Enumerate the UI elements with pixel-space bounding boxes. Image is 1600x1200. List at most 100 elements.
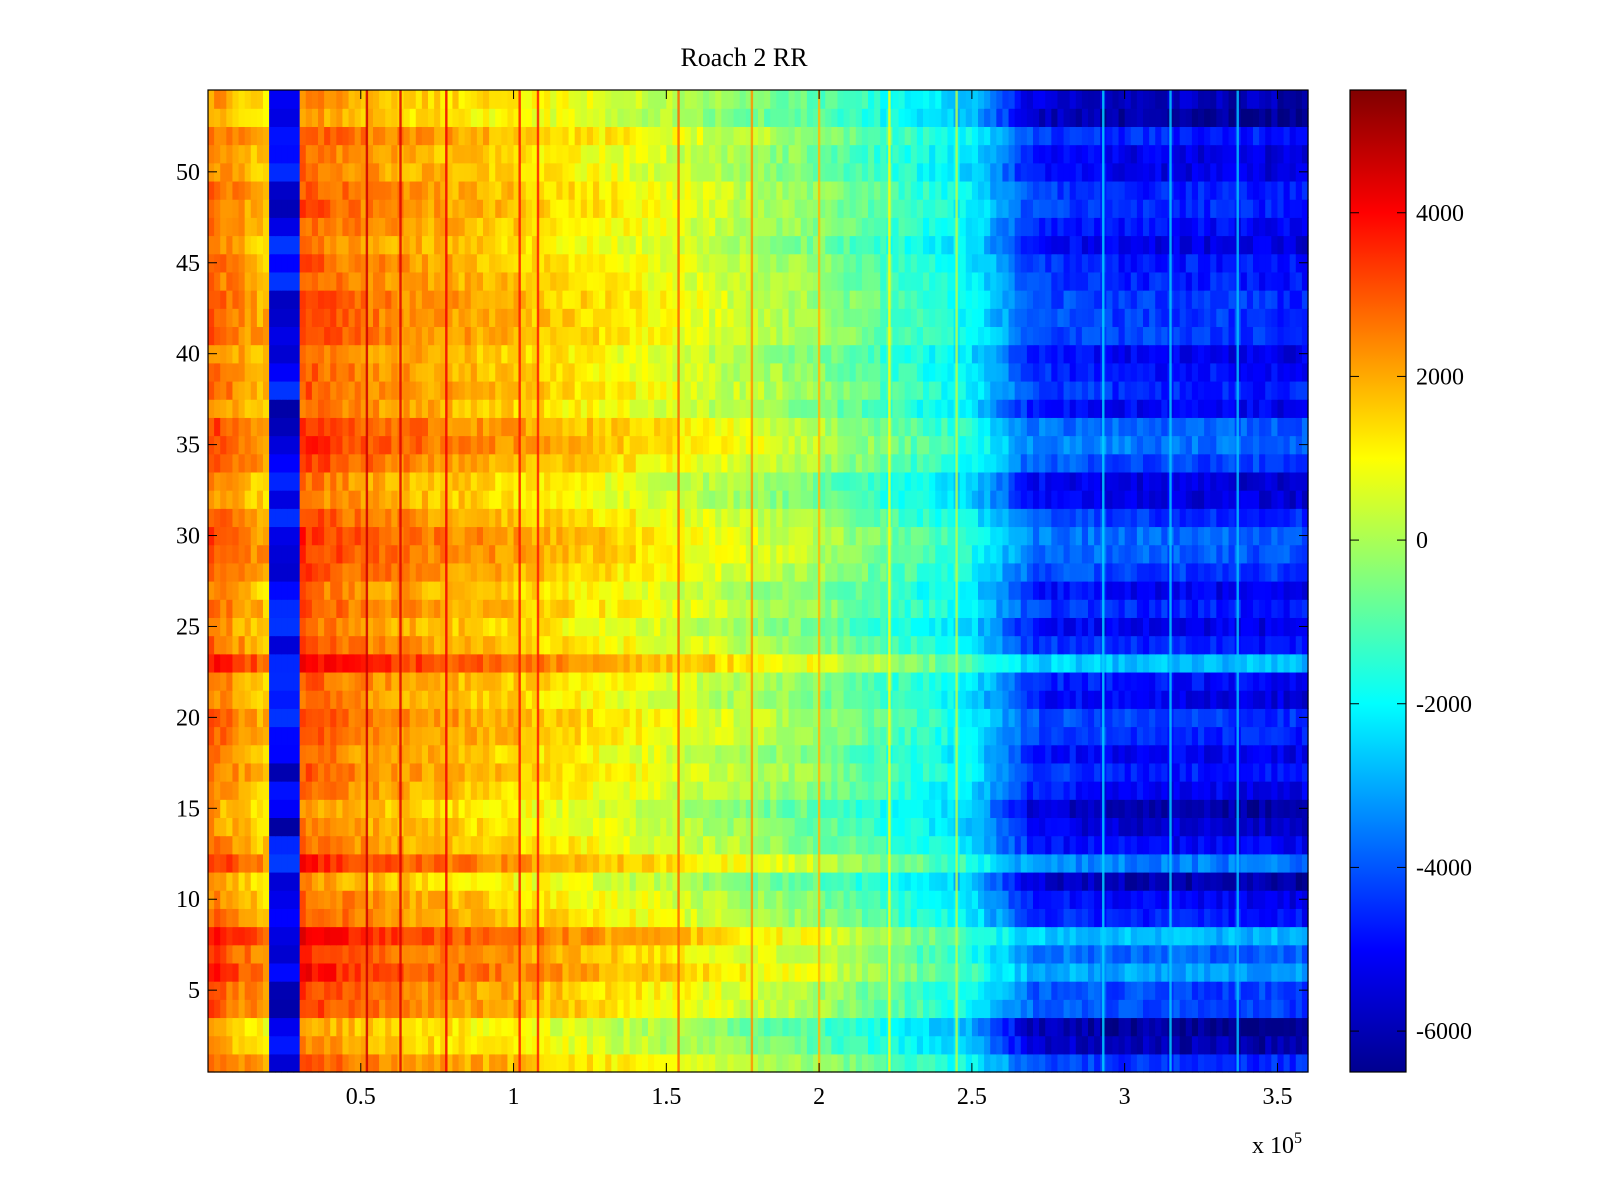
heatmap-cell bbox=[354, 599, 362, 618]
heatmap-cell bbox=[745, 981, 753, 1000]
heatmap-cell bbox=[813, 726, 820, 746]
heatmap-cell bbox=[849, 635, 857, 655]
heatmap-cell bbox=[703, 708, 710, 728]
heatmap-cell bbox=[281, 944, 289, 964]
heatmap-cell bbox=[684, 926, 692, 946]
heatmap-cell bbox=[360, 853, 368, 873]
heatmap-cell bbox=[800, 908, 808, 928]
heatmap-cell bbox=[1002, 562, 1010, 582]
heatmap-cell bbox=[1259, 981, 1266, 1000]
heatmap-cell bbox=[996, 890, 1004, 909]
heatmap-cell bbox=[923, 762, 930, 782]
heatmap-cell bbox=[385, 1035, 392, 1055]
heatmap-cell bbox=[843, 871, 851, 891]
heatmap-cell bbox=[1295, 944, 1303, 964]
heatmap-cell bbox=[1112, 581, 1120, 600]
heatmap-cell bbox=[1051, 653, 1059, 673]
heatmap-cell bbox=[1253, 890, 1260, 909]
heatmap-cell bbox=[360, 835, 368, 855]
heatmap-cell bbox=[385, 799, 392, 819]
heatmap-cell bbox=[635, 599, 643, 618]
heatmap-cell bbox=[287, 871, 295, 891]
heatmap-cell bbox=[440, 1035, 447, 1055]
heatmap-cell bbox=[214, 817, 221, 837]
heatmap-cell bbox=[672, 635, 680, 655]
heatmap-cell bbox=[208, 690, 215, 709]
heatmap-cell bbox=[935, 690, 942, 709]
heatmap-cell bbox=[568, 835, 576, 855]
heatmap-cell bbox=[1051, 617, 1059, 637]
heatmap-cell bbox=[868, 581, 875, 600]
heatmap-cell bbox=[299, 708, 307, 728]
heatmap-cell bbox=[813, 671, 820, 691]
heatmap-cell bbox=[440, 599, 447, 618]
heatmap-cell bbox=[1210, 581, 1217, 600]
heatmap-cell bbox=[1271, 617, 1279, 637]
heatmap-cell bbox=[476, 908, 484, 928]
heatmap-cell bbox=[855, 890, 863, 909]
heatmap-cell bbox=[1161, 926, 1169, 946]
heatmap-cell bbox=[336, 599, 344, 618]
heatmap-cell bbox=[360, 562, 368, 582]
heatmap-cell bbox=[880, 726, 887, 746]
heatmap-cell bbox=[1289, 744, 1297, 764]
heatmap-cell bbox=[855, 962, 863, 982]
heatmap-cell bbox=[1179, 635, 1187, 655]
heatmap-cell bbox=[923, 581, 930, 600]
heatmap-cell bbox=[910, 781, 918, 800]
heatmap-cell bbox=[525, 653, 533, 673]
heatmap-cell bbox=[1118, 908, 1126, 928]
heatmap-cell bbox=[464, 1035, 472, 1055]
heatmap-cell bbox=[1143, 799, 1150, 819]
heatmap-cell bbox=[1198, 671, 1205, 691]
heatmap-cell bbox=[806, 908, 814, 928]
heatmap-cell bbox=[1228, 1017, 1236, 1037]
heatmap-cell bbox=[721, 599, 729, 618]
heatmap-cell bbox=[819, 926, 826, 946]
heatmap-cell bbox=[220, 1017, 227, 1037]
heatmap-cell bbox=[1143, 599, 1150, 618]
heatmap-cell bbox=[770, 744, 777, 764]
heatmap-cell bbox=[672, 708, 680, 728]
heatmap-cell bbox=[641, 890, 649, 909]
heatmap-cell bbox=[1002, 981, 1010, 1000]
heatmap-cell bbox=[1069, 853, 1077, 873]
heatmap-cell bbox=[244, 981, 252, 1000]
heatmap-cell bbox=[1222, 1017, 1230, 1037]
heatmap-cell bbox=[263, 871, 270, 891]
heatmap-cell bbox=[256, 781, 264, 800]
heatmap-cell bbox=[678, 581, 686, 600]
heatmap-cell bbox=[947, 708, 955, 728]
heatmap-cell bbox=[232, 744, 240, 764]
heatmap-cell bbox=[898, 617, 906, 637]
heatmap-cell bbox=[1020, 581, 1028, 600]
heatmap-cell bbox=[1277, 944, 1285, 964]
heatmap-cell bbox=[861, 671, 869, 691]
heatmap-cell bbox=[1155, 1035, 1162, 1055]
heatmap-cell bbox=[916, 562, 924, 582]
heatmap-cell bbox=[1185, 853, 1193, 873]
heatmap-cell bbox=[672, 944, 680, 964]
heatmap-cell bbox=[1094, 1017, 1101, 1037]
heatmap-cell bbox=[1014, 944, 1022, 964]
heatmap-cell bbox=[324, 944, 331, 964]
heatmap-cell bbox=[489, 835, 496, 855]
heatmap-cell bbox=[929, 999, 936, 1019]
heatmap-cell bbox=[984, 599, 991, 618]
heatmap-cell bbox=[1191, 853, 1199, 873]
heatmap-cell bbox=[678, 944, 686, 964]
heatmap-cell bbox=[1088, 635, 1095, 655]
heatmap-cell bbox=[403, 671, 411, 691]
heatmap-cell bbox=[403, 617, 411, 637]
heatmap-cell bbox=[366, 744, 374, 764]
heatmap-cell bbox=[220, 599, 227, 618]
heatmap-cell bbox=[721, 1053, 729, 1073]
heatmap-cell bbox=[281, 871, 289, 891]
heatmap-cell bbox=[1088, 671, 1095, 691]
heatmap-cell bbox=[562, 853, 570, 873]
heatmap-cell bbox=[1130, 653, 1138, 673]
heatmap-cell bbox=[1136, 944, 1144, 964]
heatmap-cell bbox=[1136, 999, 1144, 1019]
heatmap-cell bbox=[489, 962, 496, 982]
heatmap-cell bbox=[1228, 926, 1236, 946]
